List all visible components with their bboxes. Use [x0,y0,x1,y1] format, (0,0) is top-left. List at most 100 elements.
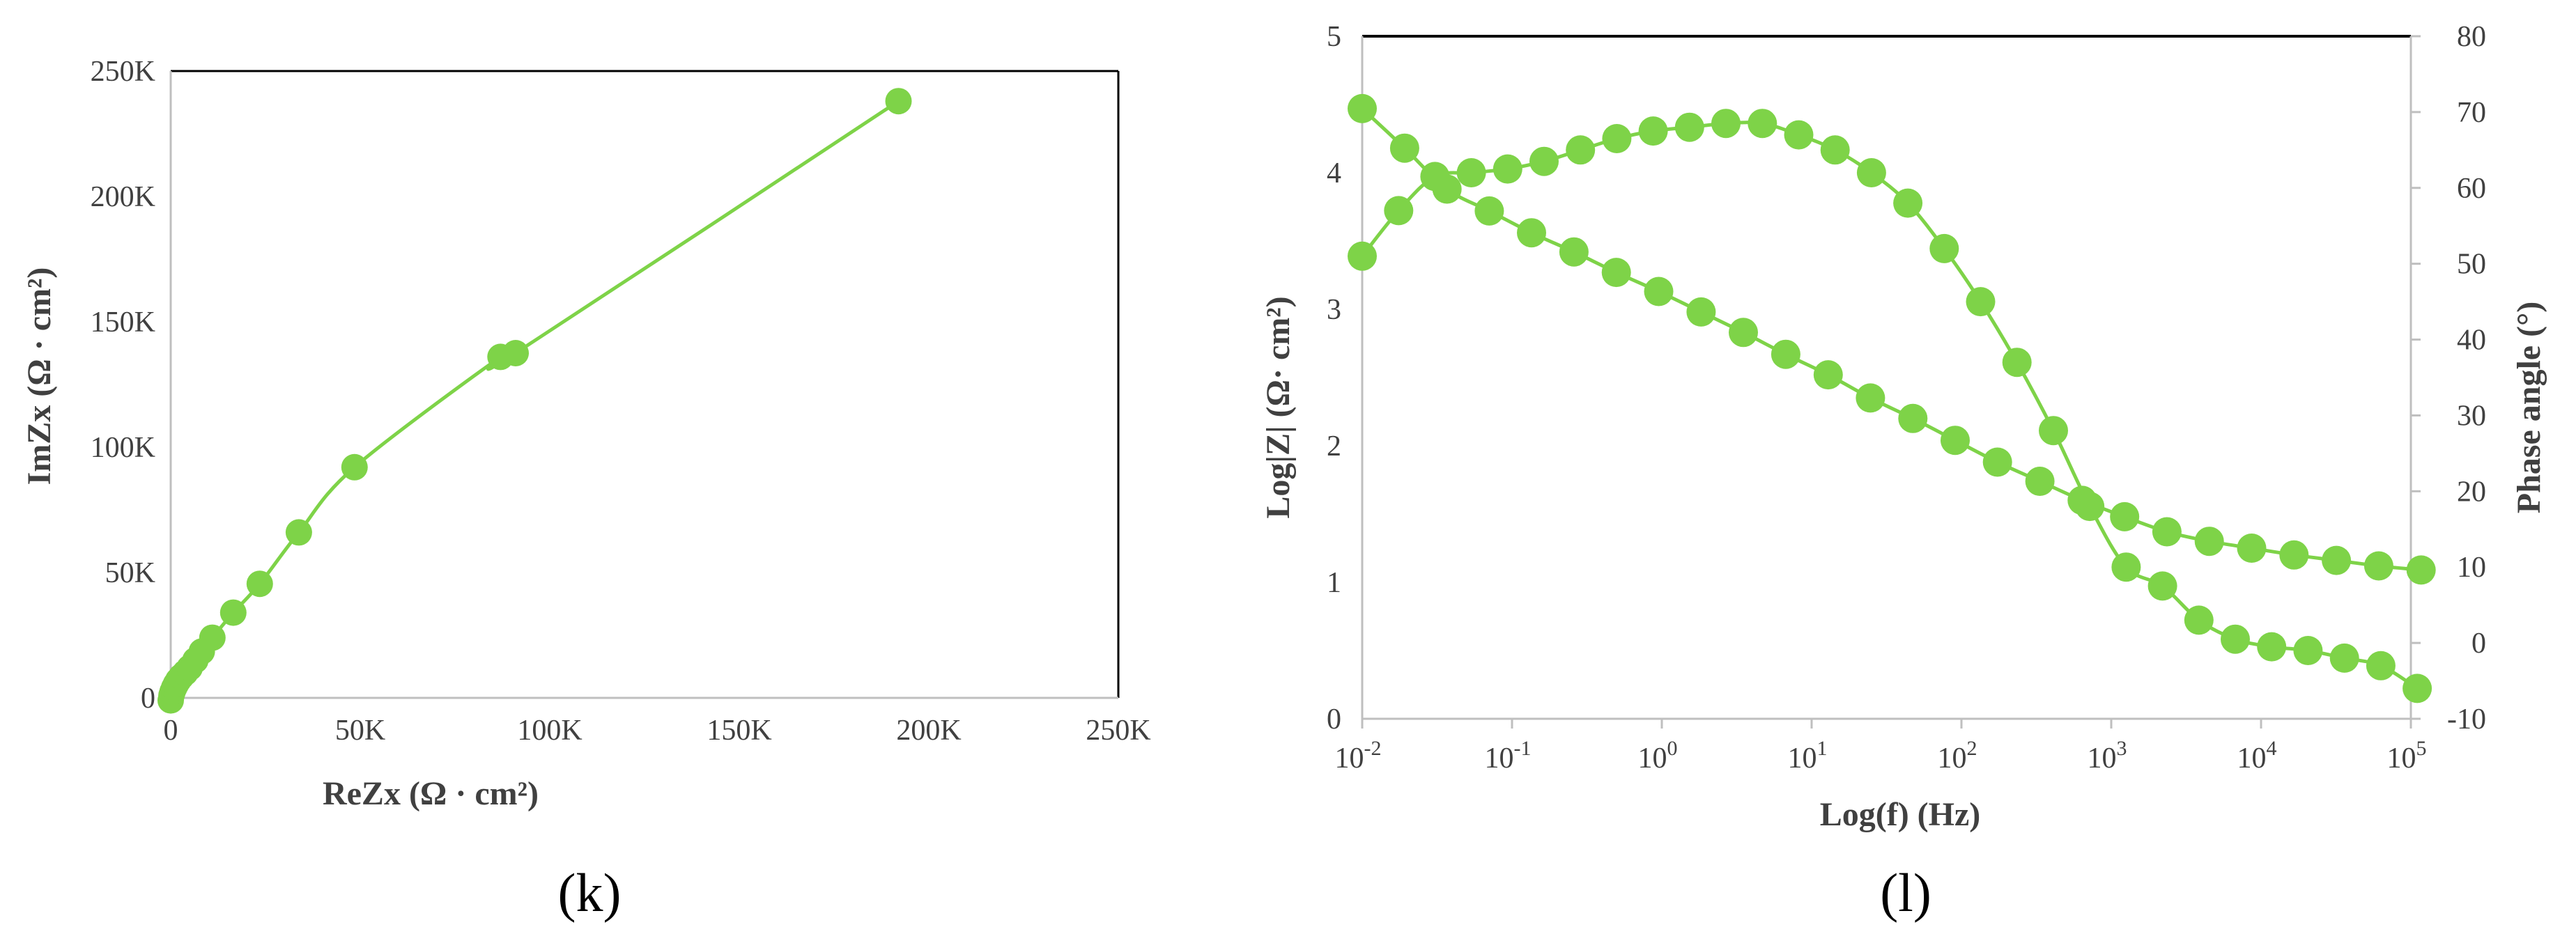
bode-impedance-point [1517,218,1546,248]
bode-impedance-point [1898,403,1928,433]
nyquist-y-tick-label: 0 [141,683,155,715]
bode-phase-point [1493,154,1522,184]
nyquist-series [157,88,912,714]
bode-x-tick-label: 10-2 [1335,737,1382,775]
bode-impedance-series [1348,93,2436,585]
bode-x-tick-labels: 10-2 10-1 100 101 102 103 104 105 [1335,719,2427,775]
bode-left-y-tick-label: 5 [1327,21,1341,53]
nyquist-y-tick-label: 150K [91,306,155,338]
bode-plot-frame [1361,35,2412,720]
bode-phase-series [1348,109,2432,703]
bode-right-y-tick-label: 0 [2471,628,2486,660]
bode-impedance-point [1474,196,1504,226]
bode-phase-point [1348,241,1377,271]
bode-phase-point [2147,571,2177,601]
bode-phase-point [2257,632,2287,662]
bode-phase-point [1784,120,1814,150]
panel-label-l: (l) [1880,862,1931,923]
bode-phase-point [1638,116,1668,146]
bode-impedance-point [1982,447,2012,477]
bode-impedance-point [2194,527,2224,556]
bode-impedance-point [1644,277,1674,306]
nyquist-x-tick-label: 0 [164,715,178,747]
nyquist-x-tick-label: 50K [335,715,385,747]
bode-phase-point [1929,233,1959,263]
bode-right-y-tick-label: 40 [2457,325,2486,357]
nyquist-x-tick-label: 250K [1086,715,1150,747]
bode-impedance-point [1559,237,1589,267]
bode-left-y-tick-label: 1 [1327,567,1341,599]
nyquist-y-tick-label: 250K [91,56,155,88]
bode-phase-point [1711,109,1741,139]
bode-right-y-tick-label: 50 [2457,249,2486,281]
bode-impedance-point [2322,545,2352,575]
bode-phase-point [1456,158,1486,187]
nyquist-x-axis-title: ReZx (Ω · cm²) [323,775,539,812]
bode-right-y-tick-label: 80 [2457,21,2486,53]
panel-label-k: (k) [558,862,622,923]
nyquist-y-tick-label: 100K [91,432,155,464]
bode-phase-point [2002,348,2032,378]
bode-left-y-tick-label: 0 [1327,703,1341,735]
bode-phase-point [1420,162,1450,192]
bode-phase-point [1748,109,1777,139]
bode-impedance-point [2152,517,2182,547]
bode-x-tick-label: 105 [2387,737,2427,775]
bode-phase-point [1893,188,1923,218]
nyquist-point [502,340,529,366]
bode-impedance-line [1361,107,2421,572]
bode-impedance-point [1771,339,1800,369]
bode-phase-point [2403,674,2432,703]
bode-phase-point [2366,651,2396,680]
bode-right-y-tick-label: 70 [2457,97,2486,129]
bode-phase-point [1966,287,1996,317]
bode-phase-point [1566,135,1596,165]
bode-phase-point [2075,492,2105,522]
bode-phase-line [1361,120,2419,690]
bode-impedance-point [2237,534,2267,563]
bode-right-y-tick-labels: -10 0 10 20 30 40 50 60 70 80 [2411,21,2486,735]
bode-left-y-tick-label: 2 [1327,430,1341,462]
nyquist-line [169,100,900,701]
bode-x-tick-label: 10-1 [1485,737,1532,775]
bode-x-tick-label: 101 [1788,737,1828,775]
bode-phase-point [1820,135,1850,165]
bode-left-y-axis-title: Log|Z| (Ω· cm²) [1260,296,1297,518]
nyquist-point [285,519,312,546]
nyquist-point [246,570,273,598]
nyquist-point [199,624,226,651]
bode-x-axis-title: Log(f) (Hz) [1820,796,1981,833]
nyquist-y-tick-labels: 0 50K 100K 150K 200K 250K [91,56,155,715]
bode-phase-point [2221,624,2250,654]
nyquist-chart: 0 50K 100K 150K 200K 250K 0 50K 100K 150K 200K 250… [21,56,1151,923]
bode-left-y-tick-label: 3 [1327,294,1341,326]
bode-phase-point [2184,605,2214,635]
nyquist-x-tick-label: 100K [517,715,582,747]
bode-phase-point [1529,146,1559,176]
bode-impedance-point [1686,297,1716,327]
bode-phase-point [1856,158,1886,187]
bode-phase-point [1602,124,1632,153]
bode-right-y-tick-label: 20 [2457,476,2486,508]
nyquist-point [341,453,368,481]
bode-right-y-tick-label: 60 [2457,173,2486,205]
bode-phase-point [2111,552,2141,582]
bode-x-tick-label: 100 [1638,737,1678,775]
bode-phase-point [1384,196,1414,226]
bode-impedance-point [2363,551,2393,581]
bode-phase-point [1674,112,1704,142]
bode-x-tick-label: 102 [1938,737,1977,775]
nyquist-x-tick-labels: 0 50K 100K 150K 200K 250K [164,715,1151,747]
bode-impedance-point [2406,555,2436,585]
bode-impedance-point [2110,501,2140,531]
nyquist-x-tick-label: 150K [707,715,771,747]
bode-right-y-tick-label: -10 [2447,703,2486,735]
nyquist-point [219,599,247,626]
nyquist-y-tick-label: 50K [105,557,155,589]
bode-impedance-point [1601,258,1631,288]
bode-phase-point [2293,636,2323,665]
nyquist-plot-frame [169,70,1120,699]
bode-impedance-point [1941,426,1970,456]
